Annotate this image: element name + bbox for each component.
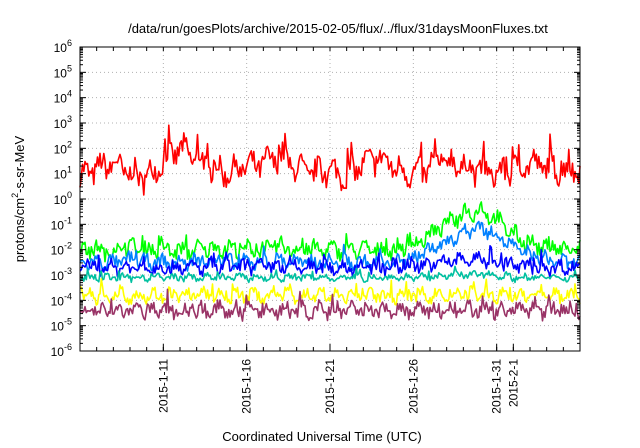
x-axis-label: Coordinated Universal Time (UTC) — [222, 429, 421, 444]
x-tick-label: 2015-1-31 — [490, 359, 504, 414]
series-line — [79, 201, 581, 263]
ticks — [80, 46, 580, 352]
y-tick-label: 103 — [54, 114, 72, 131]
x-tick-labels: 2015-1-11 2015-1-16 2015-1-21 2015-1-26 2015… — [156, 359, 520, 414]
series-line — [79, 245, 581, 278]
series-line — [79, 124, 581, 196]
x-tick-label: 2015-1-21 — [323, 359, 337, 414]
y-axis-label-sup: 2 — [10, 193, 20, 198]
y-tick-label: 10-5 — [51, 317, 72, 334]
y-tick-label: 106 — [54, 38, 72, 55]
y-tick-label: 104 — [54, 89, 72, 106]
x-tick-label: 2015-2-1 — [506, 359, 520, 407]
y-axis-label-base: protons/cm — [12, 198, 27, 262]
x-tick-label: 2015-1-26 — [406, 359, 420, 414]
series-line — [79, 265, 581, 284]
chart-title: /data/run/goesPlots/archive/2015-02-05/f… — [128, 21, 548, 36]
y-tick-label: 10-4 — [51, 291, 72, 308]
y-axis-label: protons/cm2-s-sr-MeV — [10, 135, 27, 262]
series-line — [79, 288, 581, 322]
y-tick-label: 10-3 — [51, 266, 72, 283]
y-tick-label: 100 — [54, 190, 72, 207]
series-line — [79, 220, 581, 272]
series-layer — [79, 124, 581, 322]
x-tick-label: 2015-1-11 — [156, 359, 170, 413]
y-axis-label-rest: -s-sr-MeV — [12, 135, 27, 192]
x-tick-label: 2015-1-16 — [240, 359, 254, 414]
y-tick-label: 101 — [54, 165, 72, 182]
grid — [80, 47, 580, 351]
series-line — [79, 278, 581, 306]
y-tick-label: 10-6 — [51, 342, 72, 359]
y-tick-labels: 10-6 10-5 10-4 10-3 10-2 10-1 100 101 102 103 104 1… — [51, 38, 72, 359]
y-tick-label: 102 — [54, 139, 72, 156]
y-tick-label: 10-1 — [51, 215, 72, 232]
y-tick-label: 10-2 — [51, 241, 72, 258]
y-tick-label: 105 — [54, 63, 72, 80]
